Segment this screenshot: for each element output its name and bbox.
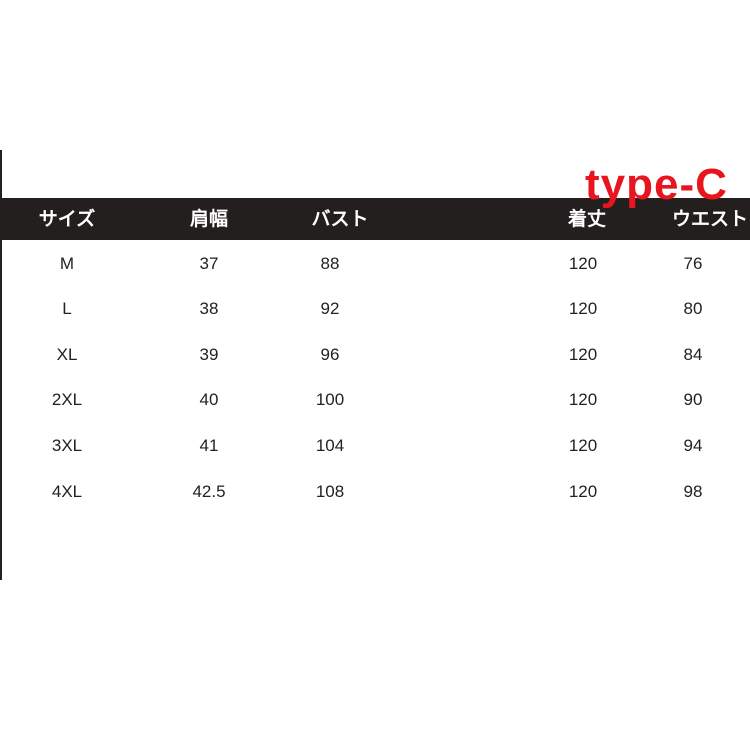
cell-shoulder: 37 <box>199 254 219 273</box>
cell-length: 120 <box>568 299 598 318</box>
cell-length: 120 <box>568 436 598 455</box>
cell-bust: 108 <box>315 482 345 501</box>
table-header-bar <box>0 198 750 240</box>
cell-length: 120 <box>568 390 598 409</box>
header-length: 着丈 <box>567 208 607 230</box>
cell-waist: 80 <box>683 299 703 318</box>
header-waist: ウエスト <box>671 208 749 230</box>
cell-bust: 104 <box>315 436 345 455</box>
header-shoulder: 肩幅 <box>189 208 229 230</box>
cell-waist: 84 <box>683 345 703 364</box>
cell-size: 3XL <box>51 436 83 455</box>
cell-bust: 96 <box>320 345 340 364</box>
cell-size: 2XL <box>51 390 83 409</box>
cell-bust: 88 <box>320 254 340 273</box>
cell-bust: 92 <box>320 299 340 318</box>
cell-length: 120 <box>568 482 598 501</box>
cell-shoulder: 42.5 <box>192 482 226 501</box>
cell-shoulder: 41 <box>199 436 219 455</box>
cell-size: M <box>59 254 75 273</box>
cell-waist: 90 <box>683 390 703 409</box>
left-border <box>0 150 2 580</box>
cell-size: 4XL <box>51 482 83 501</box>
cell-waist: 76 <box>683 254 703 273</box>
cell-bust: 100 <box>315 390 345 409</box>
cell-shoulder: 38 <box>199 299 219 318</box>
cell-shoulder: 40 <box>199 390 219 409</box>
cell-waist: 98 <box>683 482 703 501</box>
type-label: type-C <box>585 160 728 209</box>
cell-size: L <box>62 299 72 318</box>
header-size: サイズ <box>38 208 96 230</box>
cell-shoulder: 39 <box>199 345 219 364</box>
header-bust: バスト <box>311 208 369 230</box>
cell-size: XL <box>56 345 78 364</box>
cell-length: 120 <box>568 345 598 364</box>
cell-length: 120 <box>568 254 598 273</box>
cell-waist: 94 <box>683 436 703 455</box>
